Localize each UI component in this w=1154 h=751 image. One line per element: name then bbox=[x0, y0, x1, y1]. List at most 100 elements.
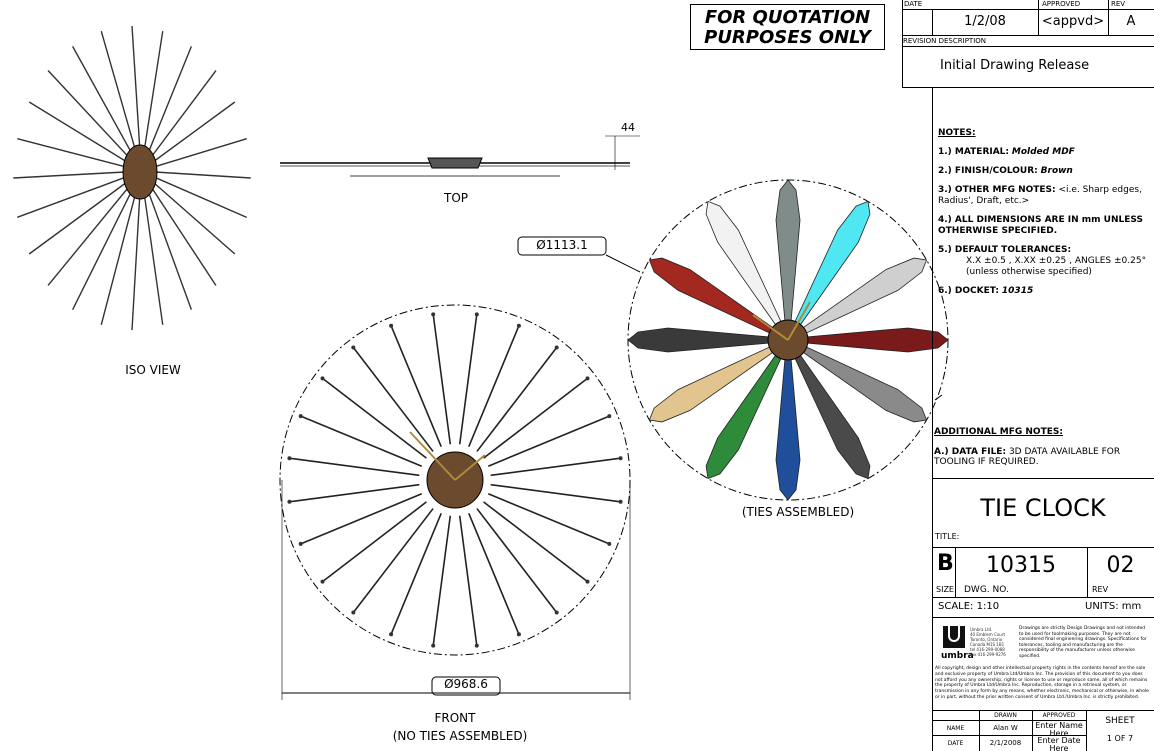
units: UNITS: mm bbox=[1085, 601, 1142, 612]
approved-date: Enter Date Here bbox=[1037, 737, 1081, 751]
rev-description-header: REVISION DESCRIPTION bbox=[903, 37, 986, 45]
rev-date: 1/2/08 bbox=[964, 14, 1006, 29]
iso-spoke bbox=[131, 191, 141, 331]
drawing-rev: 02 bbox=[1106, 553, 1135, 578]
front-spoke bbox=[483, 377, 588, 459]
tie bbox=[705, 200, 783, 327]
ties-dim-leader bbox=[934, 394, 943, 401]
iso-spoke bbox=[13, 171, 126, 179]
spoke-tip bbox=[287, 456, 292, 461]
drawn-name: Alan W bbox=[993, 724, 1018, 732]
minute-hand bbox=[454, 454, 486, 481]
spoke-tip bbox=[474, 312, 479, 317]
divider bbox=[932, 547, 1154, 548]
umbra-logo bbox=[943, 626, 965, 648]
drawing-title: TIE CLOCK bbox=[980, 494, 1106, 522]
approved-name: Enter Name Here bbox=[1035, 722, 1083, 735]
front-spoke bbox=[432, 515, 452, 646]
notes-title: NOTES: bbox=[938, 128, 976, 138]
divider bbox=[1087, 547, 1088, 597]
tie bbox=[801, 257, 928, 335]
rev-rev-header: REV bbox=[1111, 0, 1126, 8]
front-spoke bbox=[490, 483, 621, 503]
divider bbox=[955, 547, 956, 597]
copyright: All copyright, design and other intellec… bbox=[935, 666, 1149, 700]
divider bbox=[932, 88, 933, 751]
spoke-tip bbox=[298, 541, 303, 546]
additional-notes-title: ADDITIONAL MFG NOTES: bbox=[934, 427, 1063, 437]
iso-spoke bbox=[100, 191, 137, 325]
spoke-tip bbox=[607, 541, 612, 546]
front-spoke bbox=[490, 457, 621, 477]
drawn-header: DRAWN bbox=[994, 712, 1017, 719]
rev-description: Initial Drawing Release bbox=[940, 58, 1090, 73]
tie bbox=[648, 345, 775, 423]
spoke-tip bbox=[351, 610, 356, 615]
spoke-tip bbox=[320, 579, 325, 584]
note-3: 3.) OTHER MFG NOTES: <i.e. Sharp edges, … bbox=[938, 185, 1142, 206]
iso-spoke bbox=[72, 46, 134, 156]
ties-dim-leader bbox=[605, 254, 641, 273]
spoke-tip bbox=[431, 643, 436, 648]
front-dim: Ø968.6 bbox=[444, 677, 488, 691]
spoke-tip bbox=[516, 323, 521, 328]
iso-spoke bbox=[131, 25, 141, 153]
spoke-tip bbox=[389, 323, 394, 328]
size-label: SIZE bbox=[936, 585, 954, 594]
note-5: 5.) DEFAULT TOLERANCES: X.X ±0.5 , X.XX ±… bbox=[938, 245, 1147, 277]
spoke-tip bbox=[320, 376, 325, 381]
top-hub bbox=[427, 157, 483, 169]
tie bbox=[627, 327, 771, 353]
sheet-label: SHEET bbox=[1105, 716, 1135, 726]
spoke-tip bbox=[607, 414, 612, 419]
top-dim: 44 bbox=[621, 121, 635, 134]
notes: NOTES: 1.) MATERIAL: Molded MDF 2.) FINI… bbox=[938, 128, 1150, 305]
front-spoke bbox=[487, 415, 610, 467]
sheet-size: B bbox=[937, 551, 954, 576]
divider bbox=[902, 46, 1154, 47]
rev-label: REV bbox=[1092, 585, 1109, 594]
front-spoke bbox=[468, 325, 520, 448]
spoke-tip bbox=[516, 632, 521, 637]
divider bbox=[1086, 710, 1087, 751]
divider bbox=[932, 597, 1154, 598]
spoke-tip bbox=[585, 579, 590, 584]
divider bbox=[902, 9, 1154, 10]
dwg-no-label: DWG. NO. bbox=[964, 585, 1009, 595]
spoke-tip bbox=[618, 499, 623, 504]
iso-spoke bbox=[154, 176, 247, 218]
divider bbox=[932, 735, 1086, 736]
approved-header: APPROVED bbox=[1042, 712, 1076, 719]
iso-spoke bbox=[152, 181, 236, 255]
spoke-tip bbox=[351, 345, 356, 350]
minute-hand bbox=[787, 301, 811, 341]
scale: SCALE: 1:10 bbox=[938, 601, 1000, 612]
front-spoke bbox=[476, 347, 558, 452]
front-spoke bbox=[432, 314, 452, 445]
iso-spoke bbox=[47, 185, 130, 286]
ties-dim: Ø1113.1 bbox=[536, 238, 588, 252]
front-spoke bbox=[390, 512, 442, 635]
drawn-date: 2/1/2008 bbox=[989, 739, 1022, 747]
front-spoke bbox=[476, 508, 558, 613]
sheet-value: 1 OF 7 bbox=[1106, 734, 1134, 743]
front-spoke bbox=[390, 325, 442, 448]
rev-date-header: DATE bbox=[904, 0, 923, 8]
top-view-label: TOP bbox=[443, 191, 469, 205]
front-spoke bbox=[483, 501, 588, 583]
iso-spoke bbox=[71, 189, 134, 310]
tie bbox=[793, 200, 871, 327]
quotation-stamp: FOR QUOTATION PURPOSES ONLY bbox=[690, 4, 885, 50]
spoke-tip bbox=[389, 632, 394, 637]
spoke-tip bbox=[474, 643, 479, 648]
spoke-tip bbox=[554, 345, 559, 350]
iso-spoke bbox=[28, 181, 128, 255]
iso-spoke bbox=[17, 137, 126, 168]
ties-dim-box bbox=[517, 236, 607, 256]
iso-spoke bbox=[17, 176, 126, 218]
iso-spoke bbox=[47, 70, 130, 159]
front-spoke bbox=[352, 508, 434, 613]
tie bbox=[805, 327, 949, 353]
front-spoke bbox=[458, 515, 478, 646]
